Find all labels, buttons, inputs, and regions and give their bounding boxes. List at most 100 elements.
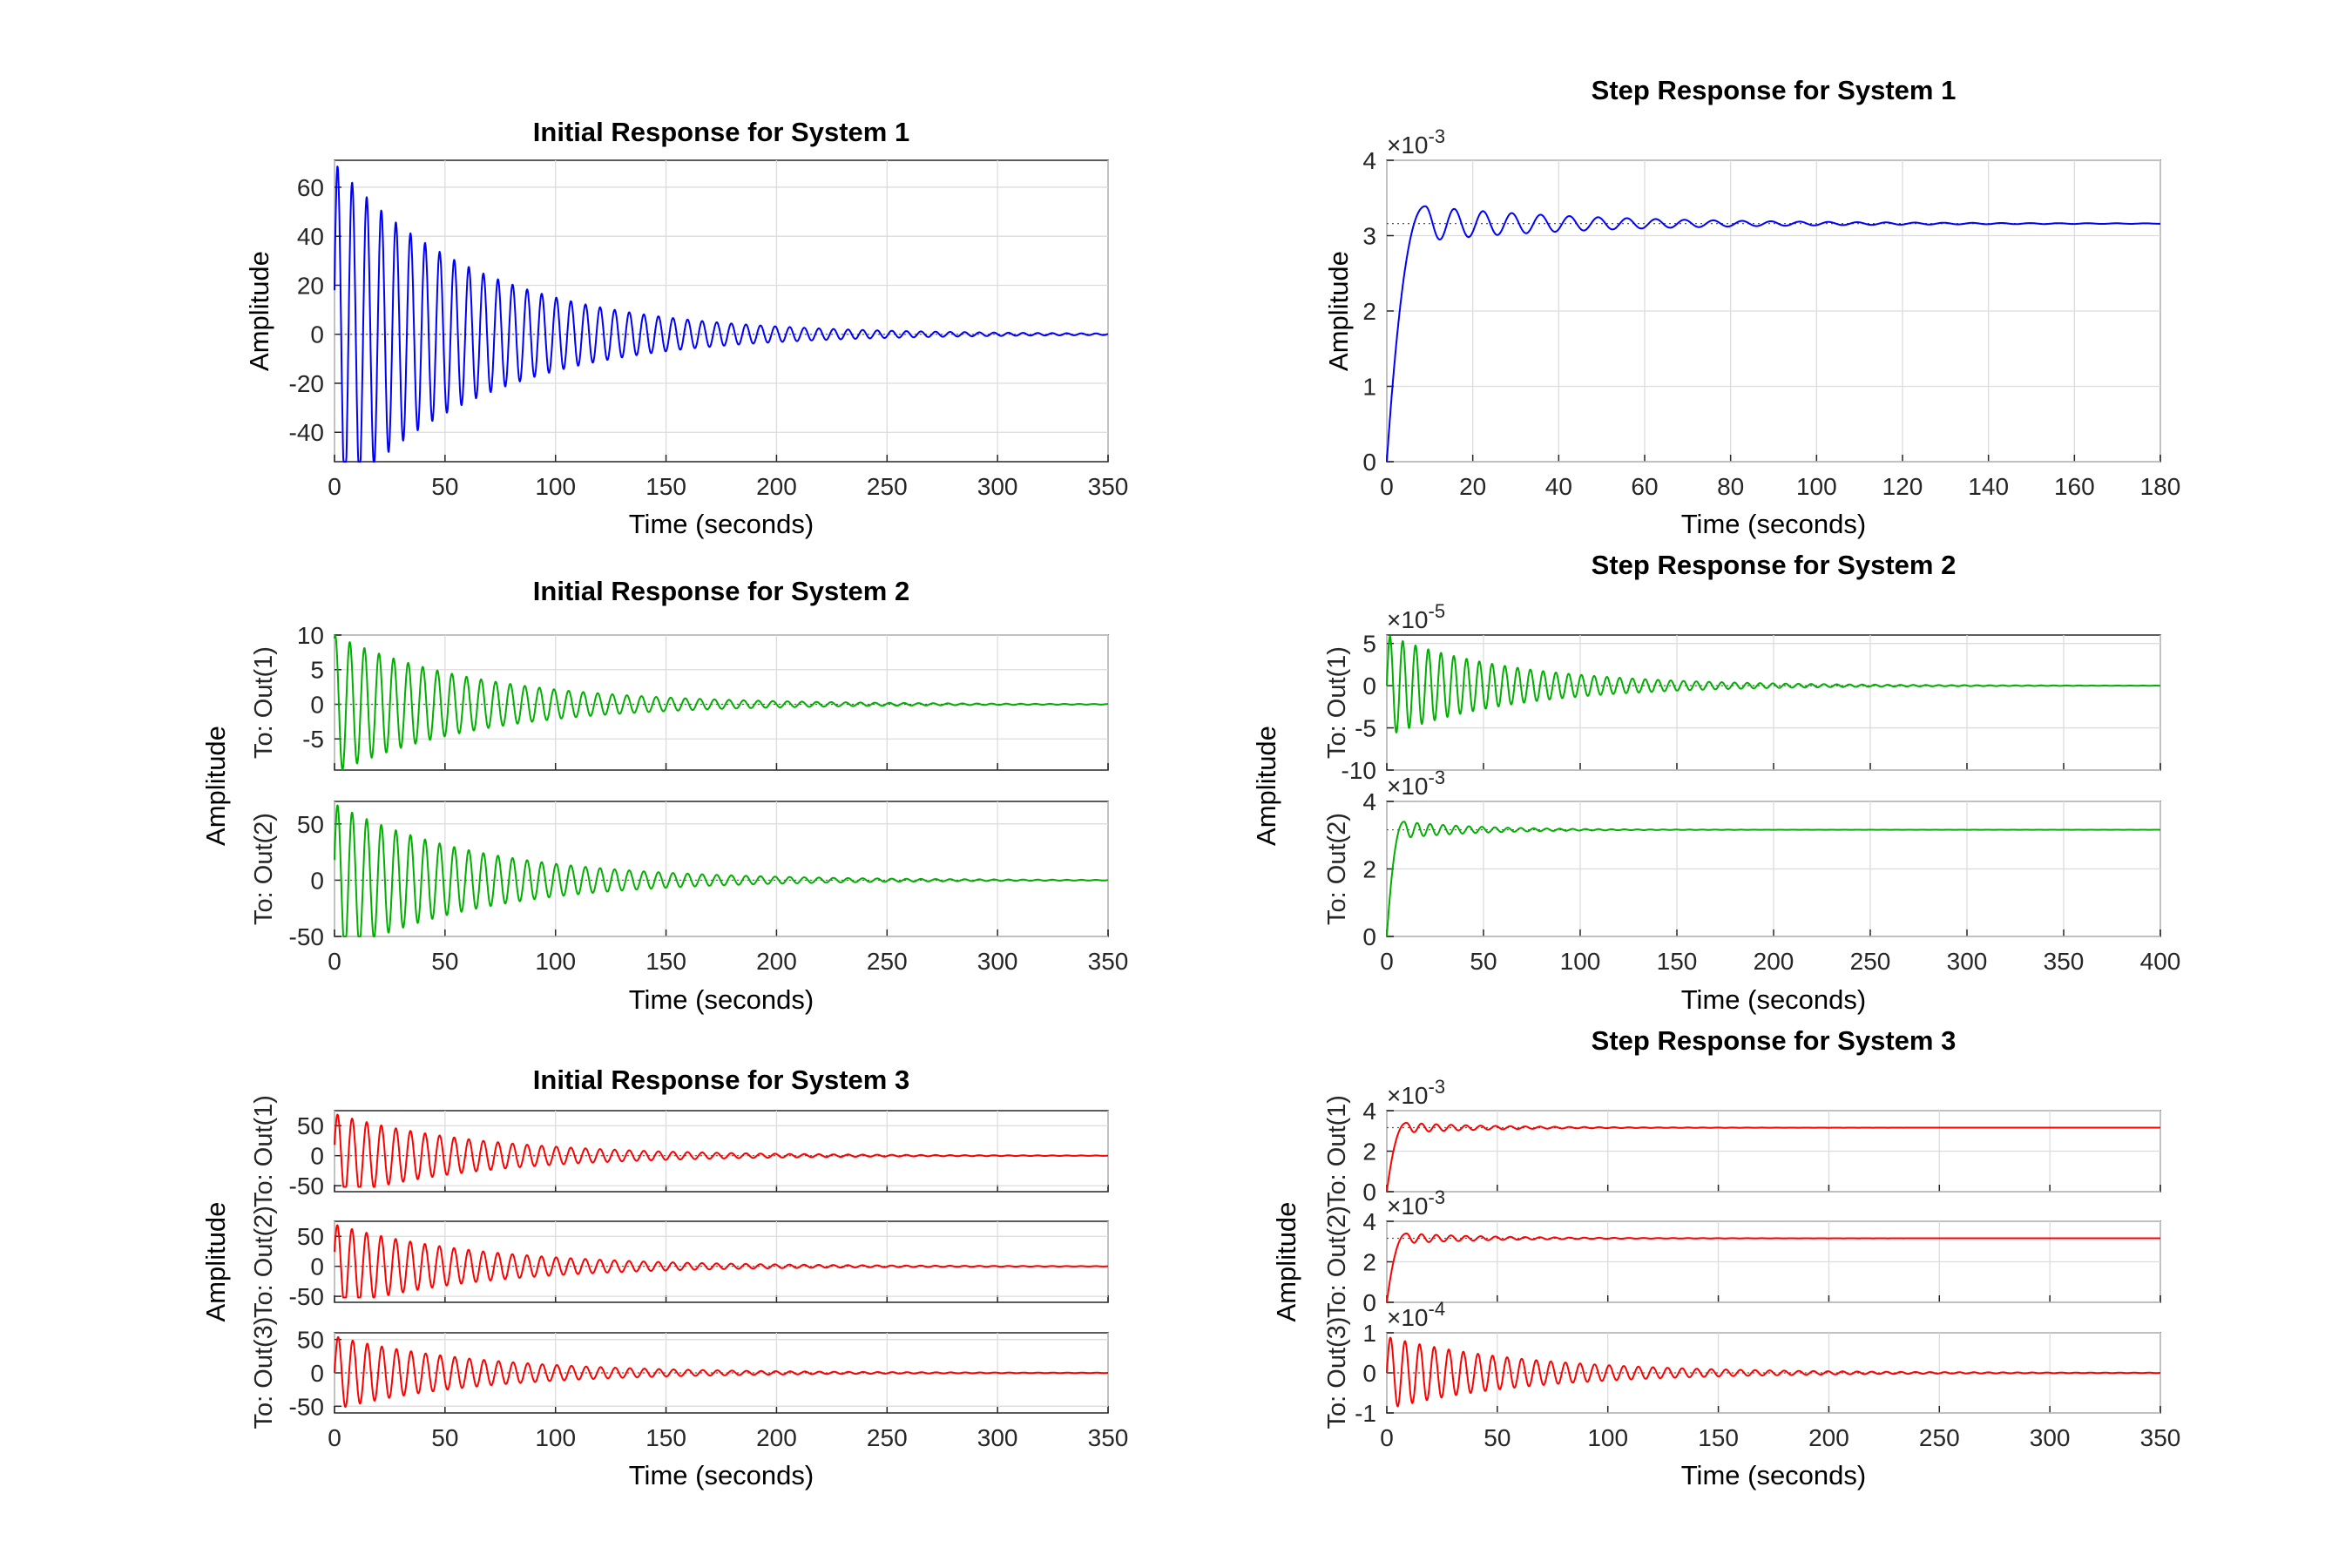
chart-6: Step Response for System 3 Time (seconds)… xyxy=(1271,1025,2180,1490)
y-tick-label: 0 xyxy=(310,1360,324,1387)
response-line xyxy=(334,1224,1109,1299)
x-tick-label: 50 xyxy=(431,473,458,500)
x-tick-label: 350 xyxy=(1088,948,1129,975)
y-exponent-label: ×10-3 xyxy=(1387,1076,1445,1109)
x-tick-label: 200 xyxy=(1754,948,1794,975)
x-tick-label: 100 xyxy=(1560,948,1601,975)
y-tick-label: 0 xyxy=(1362,1360,1376,1387)
x-axis-label: Time (seconds) xyxy=(629,509,814,539)
y-tick-label: 1 xyxy=(1362,1320,1376,1347)
y-tick-label: -50 xyxy=(289,1283,324,1310)
y-tick-label: -50 xyxy=(289,923,324,950)
x-tick-label: 150 xyxy=(1698,1424,1739,1451)
x-axis-label: Time (seconds) xyxy=(1681,509,1866,539)
x-tick-label: 400 xyxy=(2140,948,2181,975)
y-tick-label: 40 xyxy=(297,223,324,250)
x-tick-label: 250 xyxy=(1919,1424,1960,1451)
x-tick-label: 20 xyxy=(1459,473,1486,500)
x-tick-label: 60 xyxy=(1631,473,1658,500)
subplot-1: 0 50 100 150 200 250 300 350 -40 -20 0 20 40 60 xyxy=(289,159,1129,500)
x-tick-label: 0 xyxy=(1380,1424,1394,1451)
output-label: To: Out(2) xyxy=(250,813,278,925)
response-line xyxy=(1386,821,2161,937)
y-tick-label: 5 xyxy=(1362,631,1376,658)
x-tick-label: 100 xyxy=(535,473,576,500)
x-axis-label: Time (seconds) xyxy=(629,1460,814,1490)
response-line xyxy=(1386,1122,2161,1193)
y-tick-label: 4 xyxy=(1362,788,1376,815)
output-label: To: Out(1) xyxy=(1323,646,1351,759)
x-tick-label: 300 xyxy=(977,948,1018,975)
y-tick-label: -40 xyxy=(289,419,324,446)
x-tick-label: 200 xyxy=(756,948,797,975)
output-label: To: Out(1) xyxy=(250,1095,278,1207)
y-tick-label: 50 xyxy=(297,811,324,838)
x-tick-label: 100 xyxy=(535,1424,576,1451)
x-tick-label: 0 xyxy=(328,473,341,500)
y-tick-label: 0 xyxy=(310,1254,324,1281)
y-tick-label: 0 xyxy=(1362,1289,1376,1316)
output-label: To: Out(2) xyxy=(1323,813,1351,925)
x-axis-label: Time (seconds) xyxy=(629,984,814,1015)
y-tick-label: -50 xyxy=(289,1173,324,1200)
x-tick-label: 200 xyxy=(1808,1424,1849,1451)
subplot-1: 0 2 4 ×10-3 To: Out(1) xyxy=(1323,1076,2161,1207)
x-tick-label: 250 xyxy=(867,1424,908,1451)
chart-title: Initial Response for System 3 xyxy=(533,1064,909,1095)
y-tick-label: -1 xyxy=(1355,1400,1376,1427)
subplot-1: 0 20 40 60 80 100 120 140 160 180 0 1 2 3 4 ×10-3 xyxy=(1362,125,2180,500)
subplot-2: 0 50 100 150 200 250 300 350 400 0 2 4 ×10-3 To: Out(… xyxy=(1323,767,2180,975)
y-tick-label: 60 xyxy=(297,174,324,201)
x-tick-label: 350 xyxy=(1088,473,1129,500)
chart-5: Initial Response for System 3 Time (secon… xyxy=(200,1064,1128,1490)
response-line xyxy=(1386,205,2161,463)
x-tick-label: 0 xyxy=(328,1424,341,1451)
x-tick-label: 350 xyxy=(2140,1424,2181,1451)
x-tick-label: 120 xyxy=(1882,473,1923,500)
x-tick-label: 150 xyxy=(1657,948,1698,975)
x-tick-label: 150 xyxy=(645,948,686,975)
y-tick-label: -50 xyxy=(289,1393,324,1420)
axes-box xyxy=(334,634,1109,771)
x-tick-label: 250 xyxy=(1850,948,1891,975)
y-axis-label: Amplitude xyxy=(1323,251,1354,371)
y-tick-label: -10 xyxy=(1342,757,1376,784)
x-tick-label: 180 xyxy=(2140,473,2181,500)
y-tick-label: 4 xyxy=(1362,1208,1376,1235)
y-tick-label: 1 xyxy=(1362,374,1376,401)
y-tick-label: 50 xyxy=(297,1223,324,1250)
x-tick-label: 50 xyxy=(431,1424,458,1451)
y-tick-label: 0 xyxy=(310,321,324,348)
output-label: To: Out(1) xyxy=(250,646,278,759)
chart-3: Initial Response for System 2 Time (secon… xyxy=(200,576,1128,1015)
y-tick-label: 3 xyxy=(1362,223,1376,250)
y-tick-label: 0 xyxy=(1362,672,1376,700)
response-line xyxy=(334,166,1109,463)
x-tick-label: 350 xyxy=(2044,948,2085,975)
output-label: To: Out(3) xyxy=(250,1317,278,1429)
x-tick-label: 200 xyxy=(756,1424,797,1451)
x-tick-label: 300 xyxy=(977,473,1018,500)
y-tick-label: 2 xyxy=(1362,856,1376,883)
x-tick-label: 0 xyxy=(1380,473,1394,500)
chart-4: Step Response for System 2 Time (seconds)… xyxy=(1251,550,2180,1015)
x-tick-label: 160 xyxy=(2054,473,2095,500)
x-tick-label: 250 xyxy=(867,473,908,500)
response-line xyxy=(1386,1336,2161,1408)
response-line xyxy=(334,1113,1109,1188)
y-axis-label: Amplitude xyxy=(1271,1202,1301,1322)
y-tick-label: -20 xyxy=(289,370,324,397)
axes-box xyxy=(334,159,1109,463)
subplot-2: -500 50 To: Out(2) xyxy=(250,1206,1109,1318)
x-tick-label: 200 xyxy=(756,473,797,500)
response-line xyxy=(334,804,1109,937)
y-tick-label: 50 xyxy=(297,1112,324,1139)
y-tick-label: 2 xyxy=(1362,298,1376,325)
x-tick-label: 100 xyxy=(1796,473,1837,500)
x-axis-label: Time (seconds) xyxy=(1681,1460,1866,1490)
y-tick-label: 4 xyxy=(1362,1098,1376,1125)
x-tick-label: 80 xyxy=(1717,473,1744,500)
y-tick-label: 2 xyxy=(1362,1139,1376,1166)
